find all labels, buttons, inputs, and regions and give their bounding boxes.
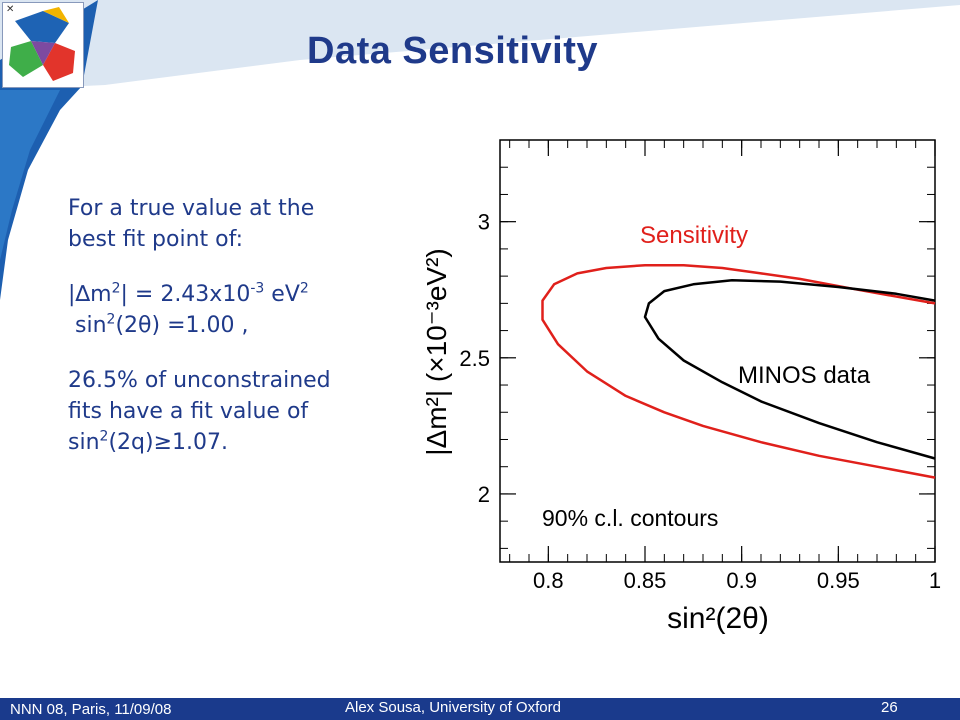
x-tick-label: 0.85 <box>624 568 667 593</box>
footer-left: NNN 08, Paris, 11/09/08 <box>10 701 172 718</box>
footer-center: Alex Sousa, University of Oxford <box>345 699 561 716</box>
y-tick-label: 2 <box>478 482 490 507</box>
sin-line: sin2(2θ) =1.00 , <box>75 311 249 338</box>
footer-bar <box>0 698 960 720</box>
x-axis-label: sin²(2θ) <box>667 602 769 635</box>
result-line: fits have a fit value of <box>68 399 309 424</box>
broken-image-icon: ✕ <box>6 4 15 15</box>
dm2-line: |∆m2| = 2.43x10-3 eV2 <box>68 280 309 307</box>
contour-plot: 0.8 0.85 0.9 0.95 1 2 2.5 3 Sensitivity MINOS dat… <box>421 139 941 635</box>
x-tick-label: 1 <box>929 568 941 593</box>
x-tick-label: 0.9 <box>726 568 757 593</box>
slide-title: Data Sensitivity <box>307 30 598 72</box>
y-axis-label: |Δm²| (×10⁻³eV²) <box>421 248 452 456</box>
series-label-data: MINOS data <box>738 362 871 389</box>
series-label-sensitivity: Sensitivity <box>640 222 748 249</box>
series-line <box>541 263 936 479</box>
institution-logo: ✕ <box>2 2 84 88</box>
y-tick-label: 3 <box>478 210 490 235</box>
x-tick-label: 0.8 <box>533 568 564 593</box>
result-line: sin2(2q)≥1.07. <box>68 428 228 455</box>
chart-annotation: 90% c.l. contours <box>542 505 718 531</box>
result-line: 26.5% of unconstrained <box>68 368 331 393</box>
plot-frame <box>499 139 936 563</box>
intro-line: For a true value at the <box>68 196 315 221</box>
page-number: 26 <box>881 699 898 716</box>
series-line <box>643 278 936 460</box>
intro-line: best fit point of: <box>68 227 243 252</box>
slide-body: For a true value at the best fit point o… <box>68 193 408 458</box>
y-tick-label: 2.5 <box>459 346 490 371</box>
x-tick-label: 0.95 <box>817 568 860 593</box>
